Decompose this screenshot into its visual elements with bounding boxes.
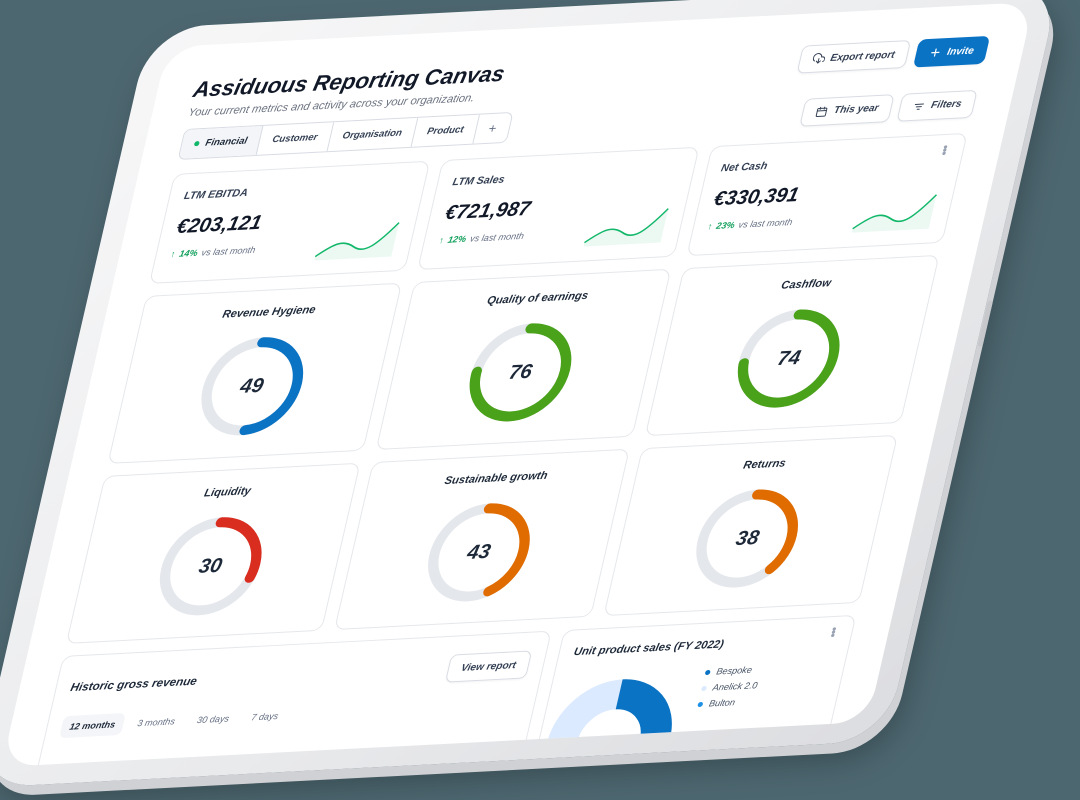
card-title: Unit product sales (FY 2022): [572, 638, 725, 659]
progress-ring: 38: [678, 480, 817, 598]
card-title: Historic gross revenue: [69, 675, 199, 695]
plus-icon: [931, 48, 940, 57]
sparkline-chart: [583, 208, 669, 247]
view-report-label: View report: [459, 659, 518, 674]
invite-button[interactable]: Invite: [912, 35, 991, 68]
donut-chart: [545, 679, 672, 751]
calendar-icon: [815, 106, 828, 117]
arrow-up-icon: ↑: [438, 235, 446, 246]
ring-chart: [201, 337, 303, 436]
more-vertical-icon[interactable]: •••: [936, 144, 954, 155]
period-7-days[interactable]: 7 days: [250, 710, 280, 723]
gauge-title: Liquidity: [202, 485, 253, 500]
gauge-card: Revenue Hygiene 49: [107, 282, 403, 464]
tab-label: Product: [425, 124, 465, 138]
date-range-label: This year: [832, 102, 880, 117]
kpi-card-ltm-ebitda: LTM EBITDA €203,121 ↑ 14% vs last month: [148, 160, 431, 284]
invite-label: Invite: [946, 45, 976, 58]
period-12-months[interactable]: 12 months: [59, 712, 126, 739]
export-report-label: Export report: [829, 49, 896, 64]
active-dot-icon: [193, 141, 200, 147]
gauge-card: Returns 38: [602, 434, 899, 617]
kpi-delta-text: vs last month: [469, 230, 526, 244]
ring-chart: [469, 323, 572, 422]
arrow-up-icon: ↑: [169, 248, 177, 260]
legend-item-anelick: Anelick 2.0: [701, 680, 759, 693]
kpi-label: Net Cash: [719, 159, 769, 175]
legend-item-bespoke: Bespoke: [704, 664, 762, 677]
gauge-value: 38: [733, 526, 762, 550]
filter-lines-icon: [914, 103, 925, 110]
gauge-card: Cashflow 74: [644, 254, 940, 437]
gauge-value: 49: [238, 374, 266, 398]
side-button: [977, 300, 994, 347]
legend-label: Bulton: [707, 697, 737, 709]
progress-ring: 43: [409, 493, 548, 611]
gauge-title: Revenue Hygiene: [221, 303, 317, 321]
progress-ring: 74: [719, 300, 858, 418]
category-tabs: Financial Customer Organisation Product …: [177, 111, 514, 160]
ring-chart: [738, 309, 840, 408]
ring-chart: [159, 517, 262, 616]
legend-dot-icon: [704, 669, 712, 675]
kpi-delta-pct: 23%: [715, 219, 736, 231]
kpi-card-net-cash: ••• Net Cash €330,391 ↑ 23% vs last mont…: [685, 132, 968, 257]
tab-label: Organisation: [341, 127, 404, 142]
gauge-title: Sustainable growth: [443, 469, 549, 488]
gauge-card: Sustainable growth 43: [334, 448, 630, 631]
tab-label: Customer: [271, 131, 319, 146]
ring-chart: [696, 489, 799, 588]
gauge-value: 76: [506, 360, 535, 384]
sparkline-chart: [851, 194, 937, 233]
more-vertical-icon[interactable]: •••: [825, 626, 842, 637]
kpi-delta-text: vs last month: [200, 244, 257, 258]
tab-financial[interactable]: Financial: [178, 125, 264, 159]
gauge-value: 74: [775, 346, 803, 370]
view-report-button[interactable]: View report: [444, 650, 533, 683]
arrow-up-icon: ↑: [706, 221, 714, 232]
period-30-days[interactable]: 30 days: [196, 713, 231, 726]
gauge-title: Cashflow: [779, 277, 833, 292]
tab-label: Financial: [204, 135, 249, 149]
gauge-card: Liquidity 30: [65, 462, 361, 644]
kpi-label: LTM Sales: [451, 173, 506, 189]
legend-dot-icon: [701, 685, 708, 691]
legend-dot-icon: [697, 701, 704, 707]
date-range-button[interactable]: This year: [799, 93, 895, 127]
filters-label: Filters: [929, 98, 963, 112]
ring-chart: [428, 503, 530, 602]
tab-organisation[interactable]: Organisation: [327, 117, 419, 152]
progress-ring: 30: [141, 507, 280, 625]
gauge-title: Returns: [742, 457, 787, 472]
dashboard-screen: Assiduous Reporting Canvas Your current …: [1, 1, 1035, 767]
add-tab-button[interactable]: +: [473, 113, 512, 144]
progress-ring: 49: [182, 327, 321, 445]
unit-sales-card: ••• Unit product sales (FY 2022) Bespoke…: [536, 614, 857, 751]
kpi-delta-pct: 12%: [446, 233, 468, 245]
gauge-title: Quality of earnings: [485, 289, 590, 308]
tab-product[interactable]: Product: [411, 114, 481, 147]
sparkline-chart: [314, 222, 400, 261]
period-3-months[interactable]: 3 months: [136, 716, 177, 729]
gauge-value: 30: [196, 554, 225, 578]
historic-revenue-card: Historic gross revenue View report 12 mo…: [35, 630, 552, 767]
progress-ring: 76: [451, 313, 590, 431]
tablet-device: Assiduous Reporting Canvas Your current …: [0, 0, 1061, 788]
legend-label: Bespoke: [715, 664, 754, 677]
kpi-delta-pct: 14%: [178, 247, 199, 259]
plus-icon: +: [487, 120, 499, 137]
legend-item-bulton: Bulton: [697, 696, 755, 709]
kpi-card-ltm-sales: LTM Sales €721,987 ↑ 12% vs last month: [417, 146, 700, 271]
gauge-card: Quality of earnings 76: [375, 268, 672, 451]
kpi-label: LTM EBITDA: [182, 186, 250, 203]
gauge-value: 43: [465, 540, 493, 564]
kpi-delta-text: vs last month: [737, 216, 794, 230]
export-report-button[interactable]: Export report: [796, 39, 912, 74]
legend-label: Anelick 2.0: [711, 680, 759, 693]
cloud-download-icon: [812, 53, 825, 64]
tab-customer[interactable]: Customer: [256, 122, 334, 155]
filters-button[interactable]: Filters: [896, 89, 978, 122]
